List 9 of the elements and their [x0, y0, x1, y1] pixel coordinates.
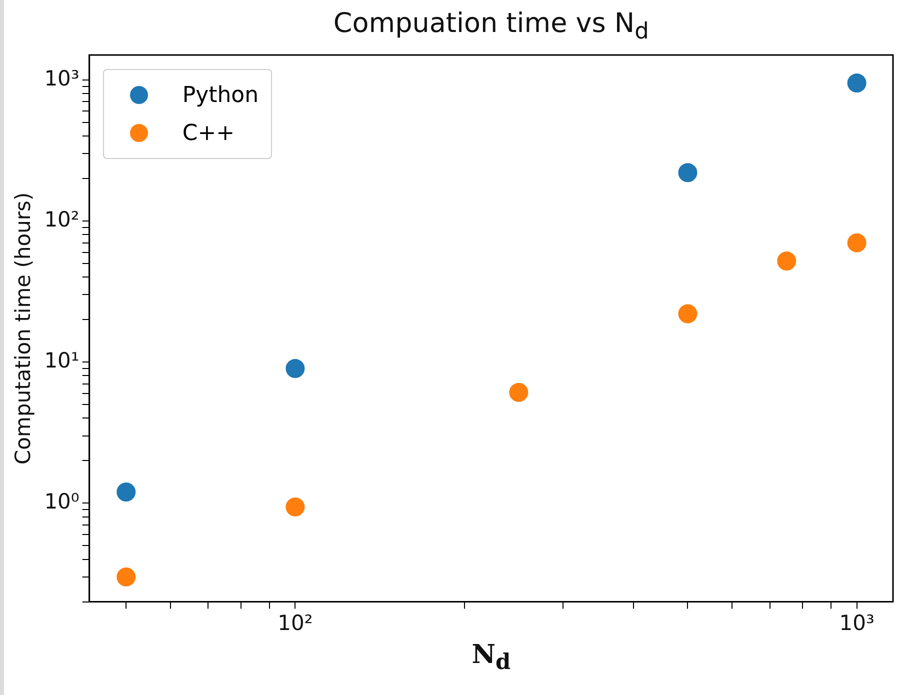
legend-label: Python [182, 82, 259, 108]
y-tick-label: 10² [44, 207, 80, 232]
y-tick-label: 10³ [44, 66, 80, 90]
y-axis-title: Computation time (hours) [11, 192, 36, 464]
x-axis-title: N$_{d}$ [472, 640, 511, 675]
y-tick-label: 10¹ [44, 348, 80, 373]
chart-title: Compuation time vs N$_{d}$ [333, 8, 649, 44]
y-tick-label: 10⁰ [44, 490, 80, 514]
legend-label: C++ [182, 120, 235, 146]
